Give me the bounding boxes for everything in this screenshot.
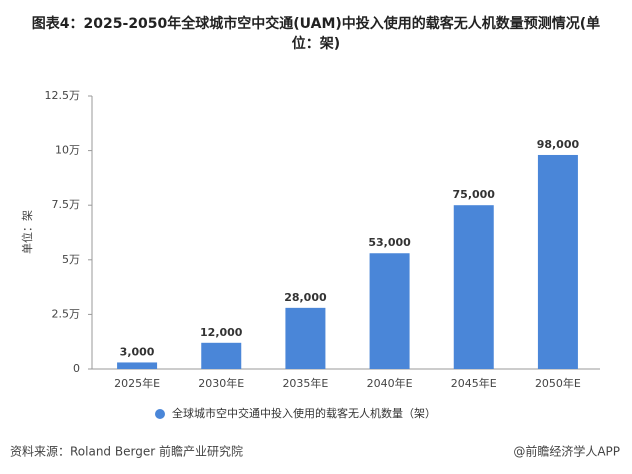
y-tick-label: 7.5万 bbox=[52, 198, 81, 211]
bar bbox=[369, 253, 410, 369]
value-label: 75,000 bbox=[453, 188, 496, 201]
value-label: 98,000 bbox=[537, 138, 580, 151]
x-tick-label: 2045年E bbox=[451, 376, 497, 390]
y-tick-label: 12.5万 bbox=[45, 89, 81, 102]
y-tick-label: 0 bbox=[73, 362, 80, 375]
source: 资料来源：Roland Berger 前瞻产业研究院 bbox=[10, 444, 243, 459]
bar bbox=[201, 342, 242, 369]
bar bbox=[285, 307, 326, 369]
value-label: 12,000 bbox=[200, 326, 243, 339]
bar bbox=[537, 154, 578, 369]
legend-label: 全球城市空中交通中投入使用的载客无人机数量（架） bbox=[172, 406, 436, 420]
legend-marker bbox=[155, 409, 165, 419]
y-tick-label: 5万 bbox=[62, 253, 80, 266]
x-tick-label: 2050年E bbox=[535, 376, 581, 390]
y-tick-label: 2.5万 bbox=[52, 307, 81, 320]
value-label: 53,000 bbox=[368, 236, 411, 249]
chart-title: 图表4：2025-2050年全球城市空中交通(UAM)中投入使用的载客无人机数量… bbox=[31, 16, 601, 52]
x-tick-label: 2040年E bbox=[367, 376, 413, 390]
footer-note: @前瞻经济学人APP bbox=[513, 444, 620, 459]
bar bbox=[453, 205, 494, 369]
value-label: 3,000 bbox=[120, 345, 155, 358]
x-tick-label: 2025年E bbox=[114, 376, 160, 390]
bar bbox=[117, 362, 158, 369]
y-tick-label: 10万 bbox=[55, 144, 80, 157]
x-tick-label: 2035年E bbox=[282, 376, 328, 390]
y-axis-label: 单位：架 bbox=[20, 210, 34, 254]
x-tick-label: 2030年E bbox=[198, 376, 244, 390]
value-label: 28,000 bbox=[284, 291, 327, 304]
